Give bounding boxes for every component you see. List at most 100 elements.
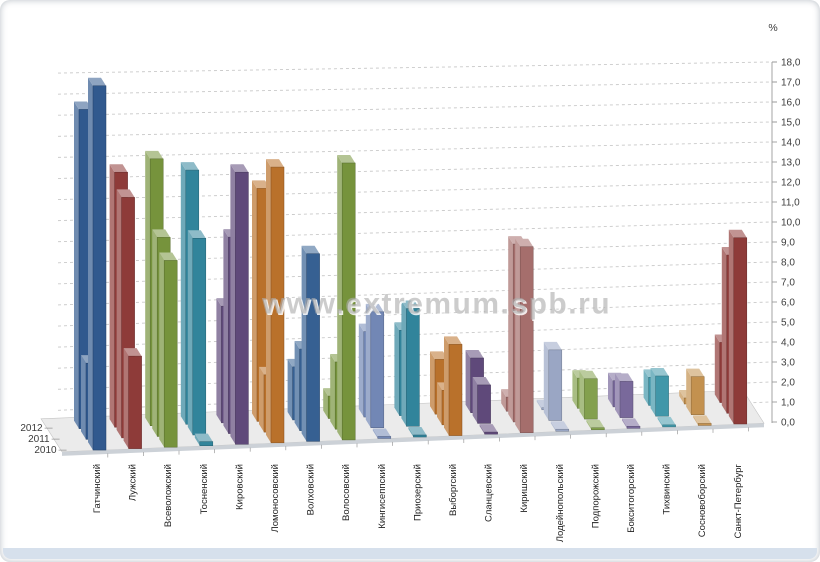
bar-side-face xyxy=(572,370,578,409)
value-axis-tick-label: 5,0 xyxy=(781,318,795,329)
bar-side-face xyxy=(230,164,236,445)
category-label: Сосновоборский xyxy=(697,464,708,537)
bar-top-face xyxy=(550,421,569,430)
bar xyxy=(733,237,748,425)
bar-side-face xyxy=(88,77,93,451)
depth-axis-label: 2010 xyxy=(34,445,57,456)
bar-side-face xyxy=(430,351,435,415)
bar-top-face xyxy=(301,245,320,254)
bar-top-face xyxy=(187,230,206,239)
bar-top-face xyxy=(543,341,562,350)
bar-side-face xyxy=(109,164,115,428)
bar-side-face xyxy=(579,370,585,420)
value-axis-tick-label: 17,0 xyxy=(781,78,801,89)
card-footer-strip xyxy=(3,548,817,559)
bar-side-face xyxy=(194,433,200,446)
bar xyxy=(163,260,178,448)
category-label: Подпорожский xyxy=(590,464,601,528)
bar-top-face xyxy=(159,252,178,261)
gridline xyxy=(57,61,771,74)
category-label: Санкт-Петербург xyxy=(733,463,744,538)
value-axis-tick-label: 0,0 xyxy=(781,418,795,429)
bar xyxy=(555,428,570,432)
bar-side-face xyxy=(294,341,300,431)
bar-side-face xyxy=(123,348,129,449)
bar-side-face xyxy=(515,238,521,433)
value-axis-tick-label: 18,0 xyxy=(781,58,801,69)
bar-side-face xyxy=(358,323,364,418)
bar xyxy=(192,238,207,436)
category-label: Кингисеппский xyxy=(377,464,388,529)
bar-side-face xyxy=(650,367,656,417)
bar-side-face xyxy=(145,150,151,426)
bar xyxy=(235,171,249,445)
bar-top-face xyxy=(472,376,491,385)
bar-side-face xyxy=(372,428,378,439)
bar xyxy=(199,441,214,446)
bar-top-face xyxy=(444,336,462,345)
bar-side-face xyxy=(550,421,556,432)
bar-top-face xyxy=(252,180,270,189)
bar xyxy=(697,423,712,426)
bar-side-face xyxy=(437,382,442,425)
bar-top-face xyxy=(372,428,391,437)
category-label: Тосненский xyxy=(199,464,210,514)
bar xyxy=(655,375,669,417)
bar-side-face xyxy=(252,180,257,422)
bar xyxy=(548,349,563,421)
bar-top-face xyxy=(145,150,164,159)
category-label: Киришский xyxy=(519,464,530,513)
bar xyxy=(484,431,498,435)
bar-top-face xyxy=(615,373,633,382)
bar-top-face xyxy=(693,415,712,424)
chart-floor-edge xyxy=(62,423,764,456)
bar-side-face xyxy=(223,229,229,434)
value-axis-tick-label: 11,0 xyxy=(781,198,800,209)
value-axis-tick-label: 10,0 xyxy=(781,218,801,229)
bar-side-face xyxy=(721,247,727,414)
category-label: Волосовский xyxy=(341,464,352,521)
value-axis-tick-label: 3,0 xyxy=(781,358,795,369)
bar xyxy=(626,426,641,429)
depth-axis-label: 2011 xyxy=(28,434,50,445)
gridline xyxy=(57,181,771,200)
category-label: Тихвинский xyxy=(662,464,673,515)
bar xyxy=(690,376,705,415)
watermark: www.extremum.spb.ru xyxy=(261,288,611,321)
bar xyxy=(306,253,320,442)
value-axis-tick-label: 14,0 xyxy=(781,138,801,149)
bar xyxy=(341,162,356,441)
bar-top-face xyxy=(116,189,135,198)
bar-top-face xyxy=(657,416,676,425)
gridline xyxy=(57,101,771,116)
bar-top-face xyxy=(408,426,427,435)
category-label: Кировский xyxy=(234,464,245,510)
bar-side-face xyxy=(81,355,86,440)
gridline xyxy=(57,141,771,158)
bar-side-face xyxy=(180,162,186,425)
value-axis-tick-label: 2,0 xyxy=(781,378,795,389)
bar-top-face xyxy=(686,368,705,377)
bar-top-face xyxy=(74,101,92,110)
bar-side-face xyxy=(287,358,293,420)
bar xyxy=(370,311,385,429)
bar xyxy=(92,85,107,451)
bar-side-face xyxy=(159,252,165,448)
gridline xyxy=(57,221,771,243)
bar-side-face xyxy=(365,303,371,428)
gridline xyxy=(57,281,771,306)
bar xyxy=(584,378,598,420)
bar-side-face xyxy=(394,322,400,416)
bar-side-face xyxy=(337,154,343,440)
bar-side-face xyxy=(330,353,336,430)
bar-top-face xyxy=(622,418,640,427)
gridline xyxy=(57,261,771,285)
bar xyxy=(377,436,392,439)
value-axis-tick-label: 7,0 xyxy=(781,278,795,289)
bar-top-face xyxy=(515,238,534,247)
bar-top-face xyxy=(430,351,448,360)
bar-side-face xyxy=(679,389,685,405)
bar xyxy=(128,355,142,449)
category-label: Волховский xyxy=(306,464,317,515)
